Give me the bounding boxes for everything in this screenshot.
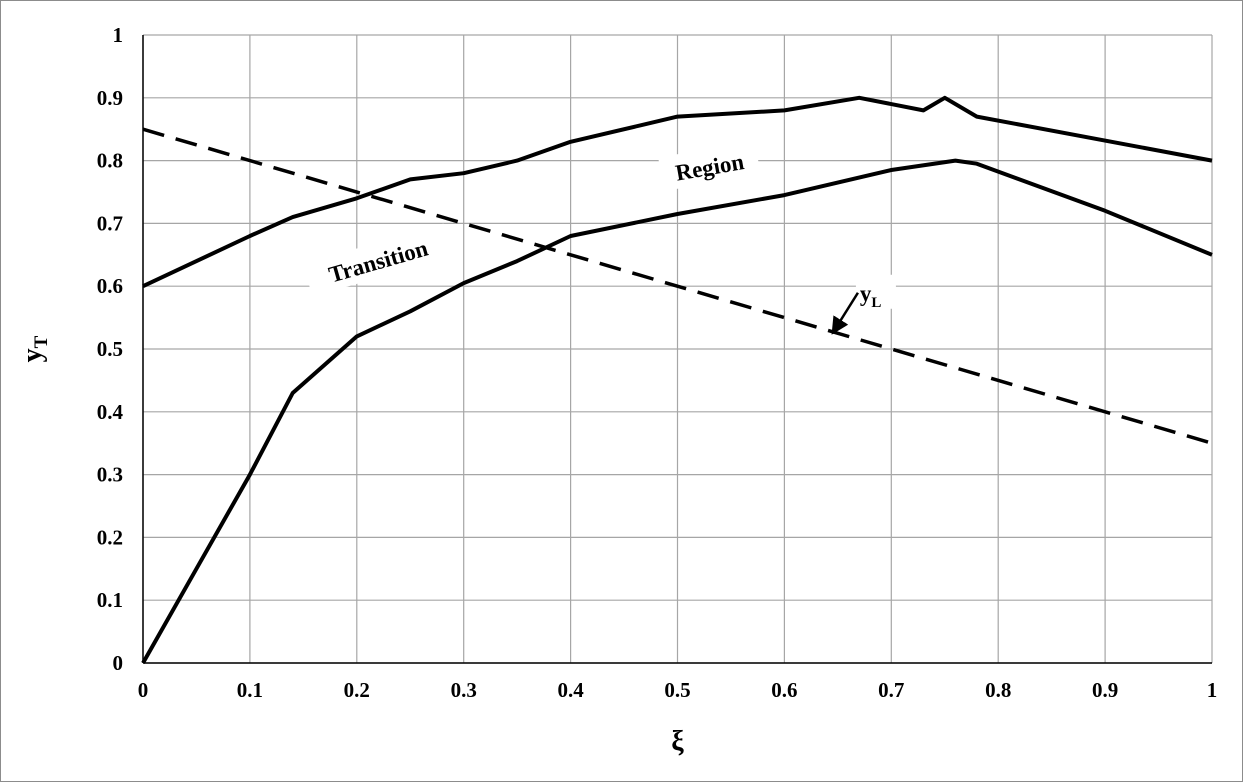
series-line-1 [142, 95, 1213, 289]
annotation-background [658, 140, 761, 192]
annotation-yl-arrow [831, 292, 859, 335]
y-axis-title-main: y [17, 348, 48, 362]
y-tick-label: 0.6 [97, 274, 123, 298]
x-axis-title: ξ [671, 726, 684, 757]
x-tick-label: 1 [1207, 678, 1218, 702]
x-tick-label: 0.3 [451, 678, 477, 702]
x-tick-label: 0.7 [878, 678, 904, 702]
y-axis-title: yT [17, 335, 52, 362]
annotation-background [855, 274, 896, 309]
tick-layer: 0 0.1 0.2 0.3 0.4 0.5 0.6 0.7 0.8 0.9 1 0 0.1 0.2 0.3 0… [97, 23, 1218, 702]
y-tick-label: 0.8 [97, 149, 123, 173]
series-line-yl-dashed [142, 127, 1213, 445]
y-tick-label: 0.4 [97, 400, 124, 424]
y-tick-label: 0.5 [97, 337, 123, 361]
annotation-background [303, 223, 453, 297]
x-tick-label: 0 [138, 678, 149, 702]
annotation-region: Region [658, 140, 761, 192]
y-tick-label: 0.2 [97, 525, 123, 549]
annotation-yl: yL [831, 274, 896, 335]
x-tick-label: 0.4 [557, 678, 584, 702]
svg-text:yT: yT [17, 335, 52, 362]
y-tick-label: 0 [113, 651, 124, 675]
annotation-yl-label: yL [860, 281, 882, 311]
x-tick-label: 0.5 [664, 678, 690, 702]
y-axis-title-subscript: T [31, 335, 52, 348]
y-tick-label: 0.7 [97, 211, 123, 235]
y-tick-label: 0.1 [97, 588, 123, 612]
x-tick-label: 0.8 [985, 678, 1011, 702]
y-tick-label: 0.9 [97, 86, 123, 110]
series-layer [141, 95, 1213, 664]
y-tick-label: 0.3 [97, 463, 123, 487]
x-tick-label: 0.6 [771, 678, 797, 702]
x-tick-label: 0.1 [237, 678, 263, 702]
y-tick-label: 1 [113, 23, 124, 47]
x-tick-label: 0.9 [1092, 678, 1118, 702]
x-tick-label: 0.2 [344, 678, 370, 702]
